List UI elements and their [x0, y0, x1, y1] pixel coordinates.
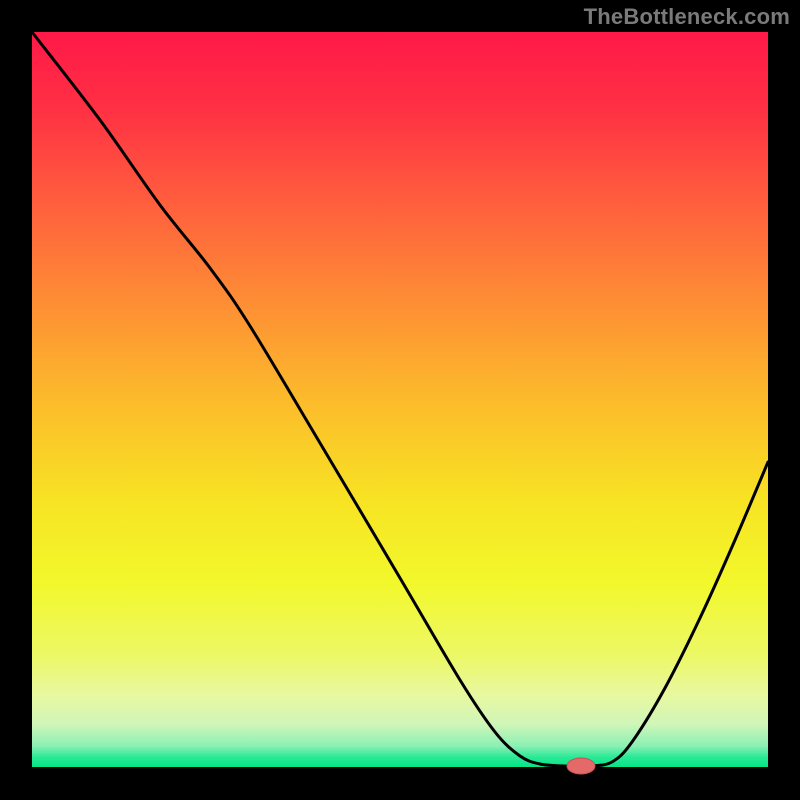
optimum-marker	[567, 758, 595, 774]
watermark-label: TheBottleneck.com	[584, 4, 790, 30]
gradient-background	[32, 32, 768, 768]
chart-container: TheBottleneck.com	[0, 0, 800, 800]
bottleneck-chart	[0, 0, 800, 800]
